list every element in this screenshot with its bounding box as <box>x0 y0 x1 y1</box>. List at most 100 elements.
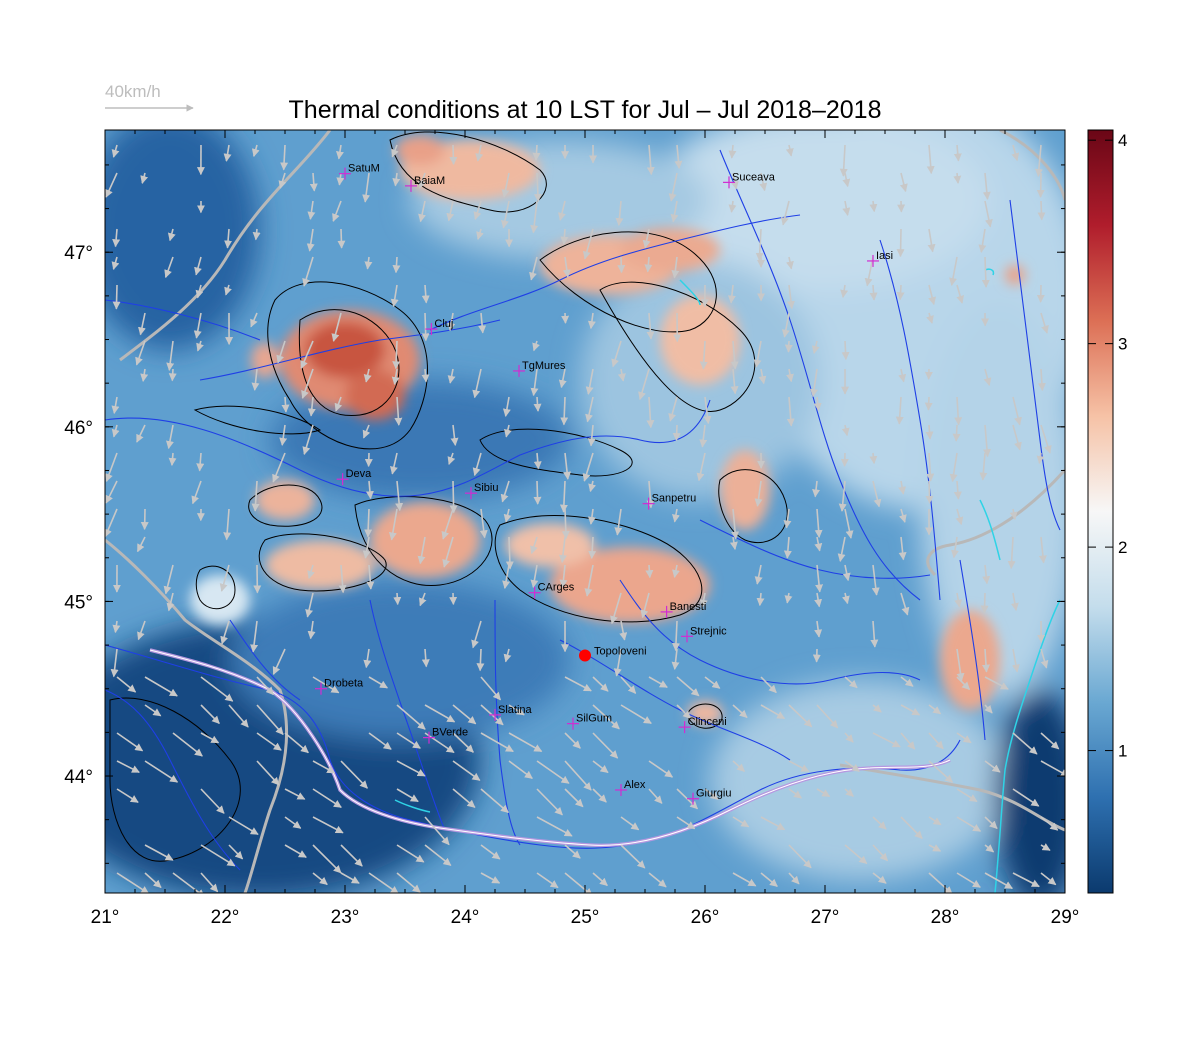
wind-arrow <box>476 228 484 240</box>
wind-arrow <box>1012 732 1038 755</box>
wind-arrow <box>1040 312 1049 334</box>
wind-arrow <box>646 144 655 176</box>
wind-arrow <box>620 816 640 831</box>
wind-arrow <box>953 172 962 184</box>
wind-arrow <box>193 312 202 339</box>
wind-arrow <box>760 872 778 888</box>
wind-arrow <box>478 312 487 334</box>
x-tick-label: 28° <box>931 907 960 928</box>
wind-arrow <box>839 144 848 177</box>
wind-arrow <box>786 396 795 427</box>
wind-arrow <box>421 368 430 383</box>
wind-arrow <box>872 480 882 508</box>
city-marker: Clinceni <box>678 716 727 734</box>
wind-arrow <box>983 368 992 387</box>
wind-arrow <box>926 452 935 482</box>
wind-arrow <box>256 760 280 786</box>
wind-arrow <box>111 424 120 438</box>
city-marker: SilGum <box>567 713 612 730</box>
wind-arrow <box>788 788 802 799</box>
wind-arrow <box>582 228 594 260</box>
wind-arrow <box>284 816 302 829</box>
wind-arrow <box>784 340 793 353</box>
wind-arrow <box>727 284 736 304</box>
wind-arrow <box>424 704 456 723</box>
wind-arrow <box>610 592 622 625</box>
wind-arrow <box>732 760 746 772</box>
wind-arrow <box>112 620 121 634</box>
wind-arrow <box>363 648 372 669</box>
city-marker: Drobeta <box>315 678 364 695</box>
city-marker: TgMures <box>513 360 566 377</box>
city-label: BaiaM <box>414 175 445 187</box>
wind-arrow <box>116 732 144 752</box>
wind-arrow <box>814 536 823 552</box>
wind-arrow <box>366 564 375 590</box>
wind-arrow <box>502 564 511 589</box>
map-title: Thermal conditions at 10 LST for Jul – J… <box>289 96 882 124</box>
wind-arrow <box>536 788 563 816</box>
wind-vectors <box>105 144 1065 893</box>
city-marker: BVerde <box>423 727 468 744</box>
wind-arrow <box>228 816 259 836</box>
wind-arrow <box>112 284 121 310</box>
wind-arrow <box>815 564 824 593</box>
wind-arrow <box>1040 760 1065 777</box>
wind-arrow <box>144 844 174 861</box>
wind-arrow <box>105 452 118 483</box>
wind-arrow <box>530 200 539 234</box>
wind-arrow <box>732 704 748 719</box>
wind-arrow <box>872 704 882 713</box>
wind-arrow <box>116 676 137 693</box>
wind-arrow <box>166 424 174 450</box>
wind-arrow <box>668 172 678 202</box>
wind-arrow <box>396 872 421 893</box>
wind-arrow <box>696 452 706 482</box>
wind-arrow <box>587 312 596 330</box>
wind-arrow <box>471 620 482 649</box>
wind-arrow <box>900 592 910 616</box>
wind-arrow <box>1040 732 1060 750</box>
wind-arrow <box>362 424 371 439</box>
wind-arrow <box>648 676 668 688</box>
wind-arrow <box>105 508 118 538</box>
wind-arrow <box>956 816 982 832</box>
wind-scale-legend: 40km/h <box>105 82 194 112</box>
wind-arrow <box>164 256 174 279</box>
wind-arrow <box>393 592 402 606</box>
wind-arrow <box>312 788 342 808</box>
wind-arrow <box>869 284 878 301</box>
wind-arrow <box>112 228 121 248</box>
city-label: Iasi <box>876 250 893 262</box>
wind-arrow <box>672 620 680 652</box>
wind-arrow <box>536 816 573 837</box>
wind-arrow <box>644 256 653 273</box>
wind-arrow <box>480 872 501 884</box>
city-label: Slatina <box>498 704 533 716</box>
highlight-label: Topoloveni <box>594 646 647 658</box>
city-label: BVerde <box>432 727 468 739</box>
wind-arrow <box>364 256 373 270</box>
wind-arrow <box>788 844 812 869</box>
wind-arrow <box>256 704 284 736</box>
city-label: Cluj <box>434 318 453 330</box>
wind-arrow <box>559 564 568 588</box>
wind-arrow <box>1034 144 1043 177</box>
wind-arrow <box>505 536 514 570</box>
wind-arrow <box>392 172 401 187</box>
x-tick-label: 29° <box>1051 907 1080 928</box>
wind-arrow <box>558 200 566 221</box>
city-label: Suceava <box>732 171 776 183</box>
wind-arrow <box>396 704 426 730</box>
wind-arrow <box>447 452 456 466</box>
wind-arrow <box>613 648 622 677</box>
wind-arrow <box>592 788 607 803</box>
wind-arrow <box>200 732 220 744</box>
wind-arrow <box>585 368 594 395</box>
wind-arrow <box>449 480 458 514</box>
wind-arrow <box>558 536 567 564</box>
wind-arrow <box>676 676 700 697</box>
wind-arrow <box>841 592 850 605</box>
wind-arrow <box>870 620 879 648</box>
